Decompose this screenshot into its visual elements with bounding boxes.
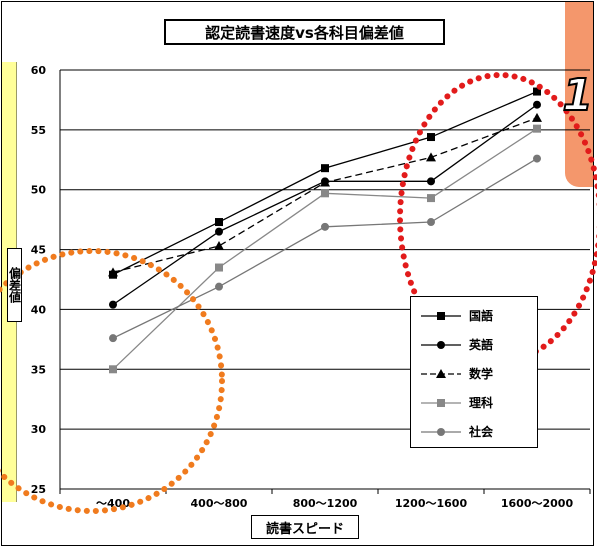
x-axis-label-text: 読書スピード (265, 521, 344, 537)
legend-label: 理科 (469, 396, 494, 410)
y-tick-label: 40 (31, 303, 47, 316)
data-point (108, 267, 118, 277)
legend-swatch (421, 340, 461, 349)
x-tick-label: 800～1200 (293, 497, 358, 510)
chart-title-text: 認定読書速度vs各科目偏差値 (205, 23, 404, 42)
legend-item: 数学 (411, 359, 537, 388)
data-point (109, 334, 117, 343)
data-point (533, 154, 541, 163)
data-point (321, 164, 329, 173)
data-point (426, 152, 436, 162)
y-tick-label: 30 (31, 423, 47, 436)
orange-dotted-circle (0, 248, 225, 514)
y-tick-label: 60 (31, 64, 47, 77)
x-tick-label: 1600～2000 (501, 497, 574, 510)
legend-item: 社会 (411, 417, 537, 446)
data-point (427, 133, 435, 142)
data-point (320, 177, 330, 187)
legend-label: 数学 (469, 367, 494, 381)
legend-swatch (421, 311, 461, 320)
data-point (533, 87, 541, 96)
orange-side-panel (565, 2, 593, 187)
data-point (533, 100, 541, 109)
data-point (215, 263, 223, 272)
legend-label: 国語 (469, 309, 494, 323)
data-point (321, 189, 329, 198)
x-tick-label: 400～800 (191, 497, 248, 510)
data-point (427, 177, 435, 186)
legend-item: 国語 (411, 301, 537, 330)
legend-label: 英語 (469, 338, 494, 352)
data-point (214, 240, 224, 250)
data-point (532, 112, 542, 122)
y-tick-label: 35 (31, 363, 46, 376)
y-tick-label: 50 (31, 184, 47, 197)
data-point (321, 222, 329, 231)
y-axis-label: 偏差値 (7, 248, 22, 322)
data-point (427, 218, 435, 227)
legend-swatch (421, 398, 461, 407)
data-point (109, 365, 117, 374)
legend: 国語英語数学理科社会 (410, 296, 538, 448)
data-point (215, 218, 223, 227)
x-axis-label: 読書スピード (251, 515, 359, 539)
callout-number: 1 (561, 69, 594, 122)
legend-swatch (421, 368, 461, 378)
data-point (215, 227, 223, 236)
data-point (533, 124, 541, 133)
series-line-1 (112, 104, 538, 306)
x-tick-label: 1200～1600 (395, 497, 468, 510)
legend-item: 英語 (411, 330, 537, 359)
legend-label: 社会 (469, 425, 494, 439)
data-point (427, 194, 435, 203)
y-tick-label: 55 (31, 124, 46, 137)
legend-swatch (421, 427, 461, 436)
y-tick-label: 25 (31, 483, 46, 496)
y-tick-label: 45 (31, 244, 46, 257)
data-point (215, 282, 223, 291)
data-point (109, 300, 117, 309)
legend-item: 理科 (411, 388, 537, 417)
chart-title: 認定読書速度vs各科目偏差値 (164, 19, 445, 45)
